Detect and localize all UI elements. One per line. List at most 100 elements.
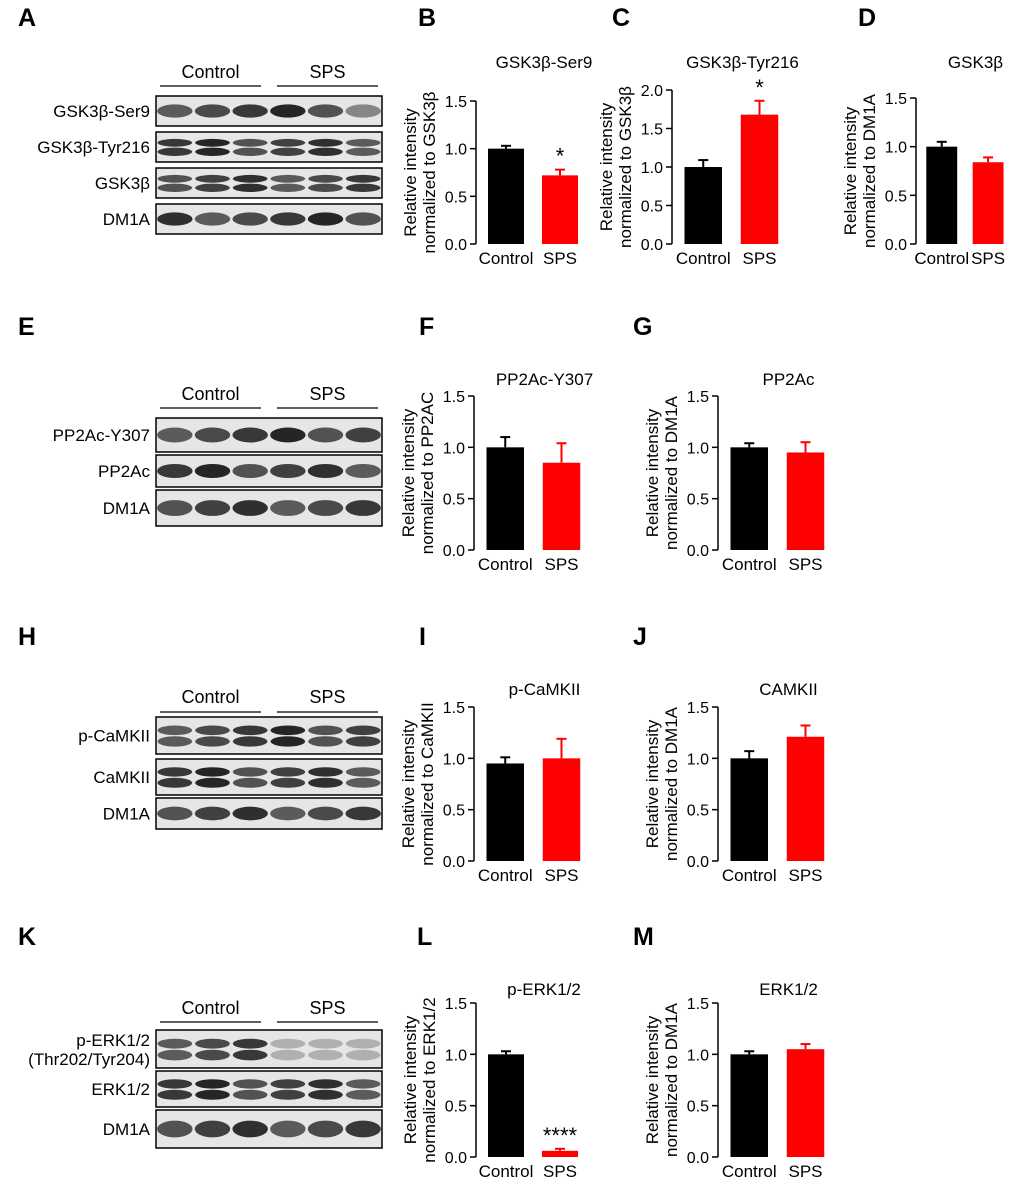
- blot-band: [345, 1038, 381, 1049]
- blot-band: [157, 1049, 193, 1061]
- y-axis-label: Relative intensitynormalized to DM1A: [643, 395, 681, 550]
- y-axis-label-line: Relative intensity: [401, 1015, 420, 1144]
- blot-band: [308, 1089, 343, 1100]
- blot-row-label-line: ERK1/2: [91, 1080, 150, 1099]
- blot-band: [270, 1120, 306, 1138]
- blot-strip: [155, 131, 383, 163]
- x-tick-label: Control: [479, 249, 534, 268]
- blot-panel-k: K Control SPS p-ERK1/2 (Thr202/Tyr204) ERK1/2…: [18, 923, 383, 1149]
- blot-row-label: ERK1/2: [91, 1080, 150, 1099]
- chart-title: CAMKII: [759, 680, 818, 699]
- blot-band: [270, 1079, 306, 1089]
- y-axis-label-line: Relative intensity: [597, 102, 616, 231]
- x-tick-label: SPS: [788, 1162, 822, 1181]
- y-tick-label: 1.0: [443, 440, 465, 457]
- x-tick-label: SPS: [544, 866, 578, 885]
- y-tick-label: 0.5: [687, 1099, 709, 1116]
- blot-row-label-line: DM1A: [103, 210, 151, 229]
- blot-row-label-line: PP2Ac: [98, 462, 150, 481]
- blot-band: [308, 1079, 343, 1089]
- blot-band: [195, 174, 230, 183]
- blot-band: [308, 183, 343, 192]
- blot-band: [345, 147, 381, 156]
- blot-band: [307, 806, 344, 821]
- blot-band: [308, 767, 343, 777]
- x-tick-label: SPS: [544, 555, 578, 574]
- blot-band: [232, 1049, 268, 1061]
- blot-band: [232, 1079, 268, 1089]
- blot-band: [232, 1089, 268, 1100]
- blot-band: [232, 777, 268, 788]
- blot-group-label: SPS: [309, 62, 345, 82]
- blot-row-label: PP2Ac-Y307: [53, 426, 150, 445]
- y-axis-label: Relative intensitynormalized to PP2AC: [399, 392, 437, 555]
- blot-band: [270, 806, 306, 821]
- y-tick-label: 1.5: [443, 700, 465, 717]
- blot-band: [232, 212, 268, 226]
- y-axis-label: Relative intensitynormalized to DM1A: [643, 706, 681, 861]
- blot-band: [232, 427, 268, 443]
- blot-band: [157, 463, 193, 479]
- blot-band: [307, 1120, 344, 1138]
- y-tick-label: 0.0: [687, 854, 709, 871]
- y-tick-label: 0.0: [641, 237, 663, 254]
- y-axis-label-line: Relative intensity: [643, 719, 662, 848]
- bar-sps: [786, 1049, 825, 1157]
- y-tick-label: 1.5: [687, 700, 709, 717]
- blot-strip: [155, 1109, 383, 1149]
- blot-strip: [155, 716, 383, 755]
- y-tick-label: 0.5: [443, 492, 465, 509]
- bar-chart-l: Lp-ERK1/2 0.0 0.5 1.0 1.5 Relative intensityn…: [401, 923, 581, 1181]
- blot-band: [195, 767, 230, 777]
- blot-band: [270, 500, 306, 516]
- blot-band: [194, 427, 231, 443]
- blot-band: [270, 1089, 306, 1100]
- blot-band: [195, 183, 230, 192]
- bar-chart-d: D GSK3β 0.0 0.5 1.0 1.5 Relative intensitynorm…: [841, 4, 1005, 268]
- blot-group-label: Control: [181, 687, 239, 707]
- blot-band: [270, 736, 306, 747]
- blot-band: [232, 147, 268, 156]
- chart-title: ERK1/2: [759, 980, 818, 999]
- y-axis-label-line: Relative intensity: [643, 408, 662, 537]
- y-tick-label: 0.0: [885, 237, 907, 254]
- y-axis-label: Relative intensitynormalized to DM1A: [643, 1002, 681, 1157]
- y-axis-label-line: normalized to DM1A: [662, 395, 681, 550]
- panel-letter: K: [18, 923, 36, 951]
- blot-strip: [155, 95, 383, 127]
- blot-band: [270, 725, 306, 736]
- blot-row-label: DM1A: [103, 805, 151, 824]
- x-tick-label: Control: [478, 866, 533, 885]
- blot-band: [194, 104, 231, 118]
- bar-sps: [542, 462, 581, 550]
- significance-marker: ****: [543, 1123, 578, 1148]
- y-axis-label-line: normalized to DM1A: [860, 93, 879, 248]
- blot-band: [157, 1120, 193, 1138]
- y-axis-label: Relative intensitynormalized to ERK1/2: [401, 997, 439, 1162]
- blot-band: [345, 174, 381, 183]
- y-tick-label: 0.5: [443, 803, 465, 820]
- blot-band: [232, 1038, 268, 1049]
- blot-group-label: Control: [181, 62, 239, 82]
- blot-band: [345, 1049, 381, 1061]
- blot-band: [308, 736, 343, 747]
- y-tick-label: 0.5: [445, 189, 467, 206]
- y-tick-label: 1.5: [445, 94, 467, 111]
- blot-band: [232, 500, 268, 516]
- bar-chart-j: J CAMKII 0.0 0.5 1.0 1.5 Relative intensitynor…: [633, 623, 825, 885]
- blot-band: [157, 1079, 193, 1089]
- chart-title: GSK3β: [948, 53, 1003, 72]
- blot-group-label: SPS: [309, 998, 345, 1018]
- significance-marker: *: [755, 75, 764, 100]
- y-tick-label: 1.0: [443, 751, 465, 768]
- blot-row-label-line: p-CaMKII: [78, 727, 150, 746]
- blot-panel-h: H Control SPS p-CaMKII CaMKII DM1A: [18, 623, 383, 830]
- y-axis-label-line: normalized to CaMKII: [418, 702, 437, 865]
- blot-band: [345, 725, 381, 736]
- blot-row-label: PP2Ac: [98, 462, 150, 481]
- blot-row-label: p-ERK1/2 (Thr202/Tyr204): [28, 1031, 150, 1069]
- blot-row-label-line: GSK3β-Ser9: [53, 102, 150, 121]
- x-tick-label: Control: [479, 1162, 534, 1181]
- blot-group-label: SPS: [309, 687, 345, 707]
